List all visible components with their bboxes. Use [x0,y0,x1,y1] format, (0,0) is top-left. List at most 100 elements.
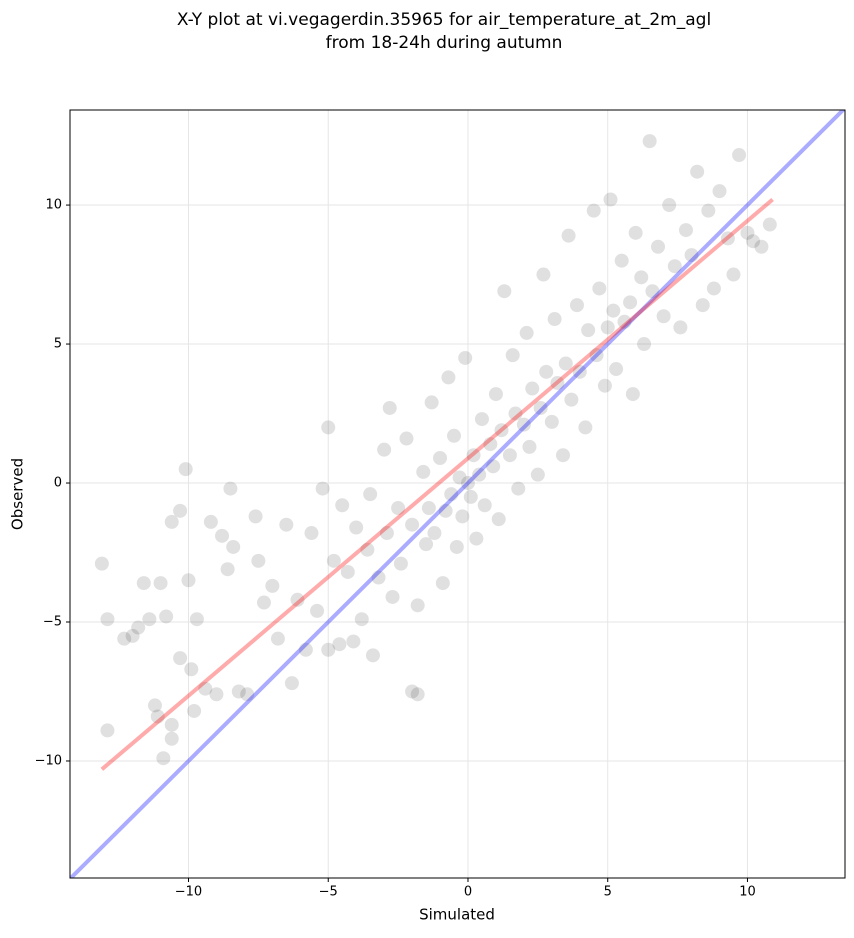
point [226,539,241,554]
point [385,589,400,604]
point [223,481,238,496]
point [460,476,475,491]
y-tick-label: 0 [54,476,62,491]
point [393,556,408,571]
point [335,498,350,513]
point [360,542,375,557]
point [399,431,414,446]
point [569,298,584,313]
point [550,375,565,390]
point [438,503,453,518]
point [511,481,526,496]
point [606,303,621,318]
point [178,462,193,477]
x-tick-label: 0 [464,885,472,900]
chart-title: X-Y plot at vi.vegagerdin.35965 for air_… [177,10,711,30]
fit-line [70,110,845,878]
point [270,631,285,646]
point [173,503,188,518]
point [433,451,448,466]
point [354,612,369,627]
point [623,295,638,310]
point [100,612,115,627]
point [483,437,498,452]
point [645,284,660,299]
point [256,595,271,610]
point [321,420,336,435]
point [477,498,492,513]
fit-line [100,197,774,771]
point [762,217,777,232]
y-tick-label: −10 [35,753,62,768]
chart-title: from 18-24h during autumn [326,33,563,53]
point [164,731,179,746]
point [424,395,439,410]
point [597,378,612,393]
point [637,337,652,352]
point [544,414,559,429]
point [533,400,548,415]
point [184,662,199,677]
point [290,592,305,607]
y-tick-label: 10 [45,198,62,213]
point [684,248,699,263]
point [556,448,571,463]
point [628,225,643,240]
point [491,512,506,527]
point [150,709,165,724]
point [449,539,464,554]
point [365,648,380,663]
point [530,467,545,482]
point [539,364,554,379]
point [497,284,512,299]
point [547,312,562,327]
point [592,281,607,296]
point [131,620,146,635]
point [304,526,319,541]
point [452,470,467,485]
point [315,481,330,496]
y-tick-label: −5 [43,615,62,630]
point [455,509,470,524]
point [240,687,255,702]
point [581,323,596,338]
point [198,681,213,696]
x-tick-label: −5 [319,885,338,900]
point [117,631,132,646]
point [346,634,361,649]
point [754,239,769,254]
x-tick-label: 5 [604,885,612,900]
point [142,612,157,627]
point [321,642,336,657]
point [651,239,666,254]
point [720,231,735,246]
point [617,314,632,329]
point [690,164,705,179]
y-tick-label: 5 [54,337,62,352]
point [100,723,115,738]
point [379,526,394,541]
point [695,298,710,313]
point [332,637,347,652]
x-tick-label: 10 [739,885,756,900]
point [363,487,378,502]
point [410,598,425,613]
point [164,514,179,529]
point [466,448,481,463]
point [94,556,109,571]
point [712,184,727,199]
point [164,717,179,732]
point [189,612,204,627]
point [701,203,716,218]
point [525,381,540,396]
point [673,320,688,335]
point [209,687,224,702]
point [609,362,624,377]
point [572,364,587,379]
point [410,687,425,702]
point [298,642,313,657]
point [203,514,218,529]
point [215,528,230,543]
point [279,517,294,532]
